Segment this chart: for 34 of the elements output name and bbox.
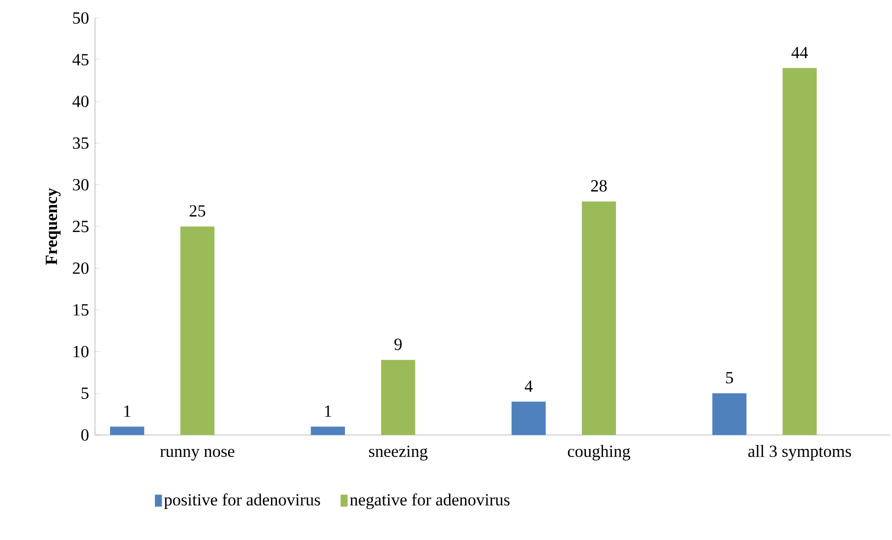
bar (180, 226, 214, 435)
x-tick-label: sneezing (369, 446, 428, 461)
data-label: 1 (325, 406, 332, 417)
data-label: 4 (524, 380, 533, 392)
bar (381, 360, 416, 435)
y-tick-label: 20 (72, 262, 88, 274)
x-tick-label: all 3 symptoms (748, 445, 851, 461)
y-tick-label: 25 (72, 220, 88, 232)
bar (512, 402, 546, 435)
y-axis-title: Frequency (46, 188, 61, 265)
y-tick-label: 45 (72, 54, 88, 66)
x-tick-label: coughing (568, 445, 630, 461)
legend-label: positive for adenovirus (164, 493, 320, 509)
bar (782, 68, 817, 435)
y-tick-label: 35 (72, 137, 88, 149)
data-label: 28 (591, 180, 607, 192)
y-tick-label: 40 (72, 96, 88, 108)
bar (582, 201, 616, 435)
bar (712, 393, 746, 435)
y-tick-label: 10 (74, 346, 88, 358)
x-tick-label: runny nose (160, 448, 234, 461)
y-tick-label: 0 (81, 429, 88, 441)
data-label: 44 (791, 46, 808, 58)
bar (110, 426, 144, 435)
y-tick-label: 15 (74, 304, 88, 316)
bar (310, 426, 345, 435)
y-tick-label: 5 (82, 388, 88, 399)
data-label: 9 (394, 338, 402, 350)
data-label: 5 (726, 372, 733, 384)
data-label: 1 (124, 406, 130, 417)
y-tick-label: 50 (73, 12, 88, 24)
legend-label: negative for adenovirus (350, 493, 510, 510)
y-tick-label: 30 (72, 179, 88, 191)
data-label: 25 (190, 205, 206, 217)
